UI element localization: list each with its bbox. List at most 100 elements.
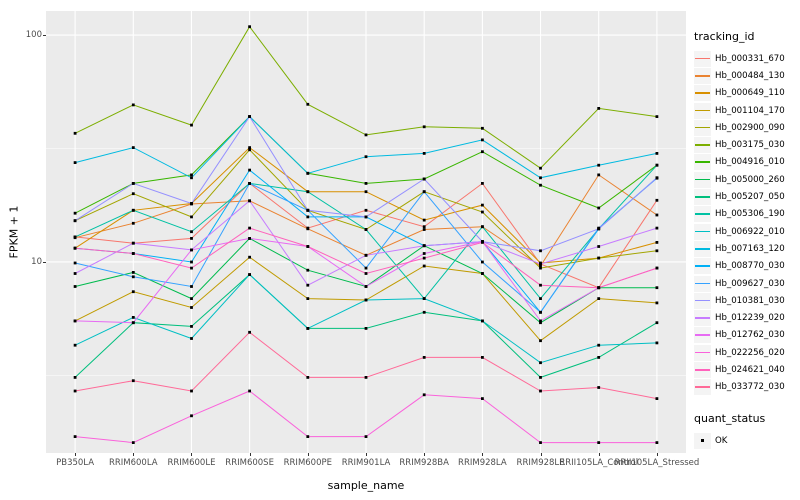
legend-title-quant-status: quant_status — [694, 411, 766, 425]
data-point — [306, 283, 310, 287]
data-point — [655, 198, 659, 202]
legend-item-Hb_006922_010: Hb_006922_010 — [694, 223, 798, 240]
data-point — [190, 260, 193, 264]
data-point — [481, 356, 484, 359]
legend-item-Hb_002900_090: Hb_002900_090 — [694, 119, 798, 136]
data-point — [73, 161, 77, 164]
data-point — [481, 225, 484, 229]
legend-item-Hb_024621_040: Hb_024621_040 — [694, 361, 798, 378]
data-point — [190, 173, 193, 177]
line-swatch-icon — [695, 57, 710, 60]
x-tick-label: RRIM928BA — [399, 458, 449, 468]
data-point — [655, 241, 659, 244]
x-tick-label: RRIM600LE — [167, 458, 216, 468]
line-swatch-icon — [695, 213, 710, 215]
data-point — [481, 126, 484, 130]
data-point — [481, 397, 484, 400]
data-point — [655, 286, 659, 290]
data-point — [481, 272, 484, 275]
legend-key — [694, 102, 711, 119]
data-point — [422, 152, 426, 155]
data-point — [539, 183, 542, 187]
data-point — [364, 327, 368, 330]
data-point — [364, 266, 368, 270]
data-point — [422, 264, 426, 268]
chart-panel — [46, 11, 686, 453]
legend-item-Hb_000331_670: Hb_000331_670 — [694, 50, 798, 67]
data-point — [131, 441, 135, 444]
data-point — [131, 316, 135, 319]
data-point — [655, 249, 659, 253]
data-point — [131, 252, 135, 255]
data-point — [248, 273, 251, 276]
legend-key — [694, 240, 711, 257]
data-point — [597, 356, 601, 359]
legend-label: Hb_001104_170 — [715, 105, 785, 116]
line-swatch-icon — [695, 92, 710, 94]
tracking-id-legend-items: Hb_000331_670 Hb_000484_130 Hb_000649_110 H… — [694, 50, 798, 396]
legend-item-Hb_012239_020: Hb_012239_020 — [694, 309, 798, 327]
data-point — [306, 268, 310, 272]
data-point — [364, 376, 368, 379]
data-point — [481, 260, 484, 264]
data-point — [597, 227, 601, 231]
data-point — [597, 297, 601, 300]
y-tick-label: 10 — [31, 256, 42, 267]
data-point — [190, 215, 193, 219]
data-point — [539, 264, 542, 268]
line-swatch-icon — [695, 282, 710, 285]
data-point — [248, 226, 251, 230]
data-point — [190, 266, 193, 270]
x-tick-label: RRIM928LA — [458, 458, 507, 468]
legend-label: Hb_022256_020 — [715, 347, 785, 358]
legend-label: Hb_004916_010 — [715, 157, 785, 168]
x-tick-mark — [366, 453, 367, 456]
x-tick-mark — [75, 453, 77, 456]
data-point — [539, 283, 542, 287]
data-point — [422, 252, 426, 255]
legend-key — [694, 292, 711, 309]
legend-key — [694, 154, 711, 171]
data-point — [73, 246, 77, 250]
data-point — [364, 228, 368, 231]
data-point — [422, 297, 426, 300]
data-point — [306, 227, 310, 231]
data-point — [248, 330, 251, 334]
data-point — [306, 190, 310, 194]
data-point — [248, 146, 251, 149]
data-point — [73, 272, 77, 275]
legend-key — [694, 275, 711, 292]
data-point — [364, 215, 368, 219]
data-point — [597, 386, 601, 389]
x-tick-label: RRIM901LA — [341, 458, 391, 468]
data-point — [190, 237, 193, 240]
data-point — [364, 208, 368, 212]
data-point — [73, 131, 77, 135]
data-point — [655, 266, 659, 270]
legend-item-ok: OK — [694, 432, 798, 449]
data-point — [306, 102, 310, 106]
data-point — [597, 256, 601, 260]
legend-label: Hb_005306_190 — [715, 209, 785, 220]
x-tick-label: RRIM928LE — [516, 458, 565, 468]
y-tick-mark — [43, 261, 46, 263]
legend-label: Hb_003175_030 — [715, 140, 785, 151]
data-point — [131, 379, 135, 383]
x-tick-label: RRII105LA_Stressed — [614, 458, 700, 468]
legend-item-Hb_001104_170: Hb_001104_170 — [694, 102, 798, 119]
x-tick-mark — [133, 453, 135, 456]
legend-label: Hb_005000_260 — [715, 174, 785, 185]
x-tick-label: RRIM600LA — [108, 458, 158, 468]
data-point — [131, 221, 135, 225]
y-axis-title: FPKM + 1 — [7, 205, 21, 259]
data-point — [655, 397, 659, 400]
data-point — [597, 245, 601, 248]
data-point — [73, 219, 77, 223]
data-point — [539, 376, 542, 379]
line-swatch-icon — [695, 178, 710, 181]
data-point — [481, 210, 484, 214]
legend-label: Hb_012762_030 — [715, 330, 785, 341]
legend-key — [694, 189, 711, 206]
data-point — [131, 182, 135, 185]
data-point — [190, 285, 193, 288]
